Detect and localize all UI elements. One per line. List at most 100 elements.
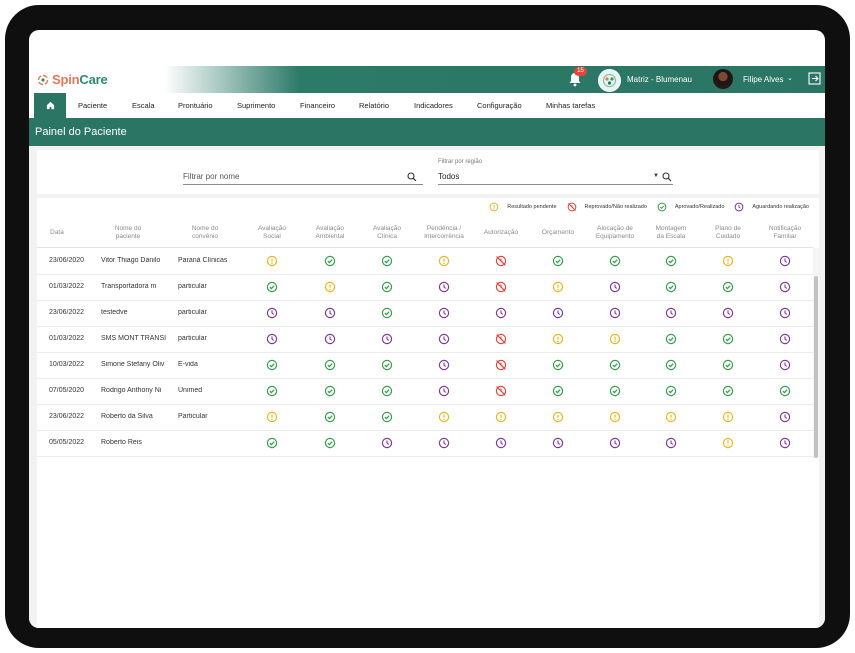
table-row[interactable]: 05/05/2022 Roberto Reis [37, 430, 813, 457]
check-circle-icon[interactable] [381, 358, 393, 371]
check-circle-icon[interactable] [381, 384, 393, 397]
nav-item-prontuário[interactable]: Prontuário [178, 101, 213, 110]
pending-alert-icon[interactable] [609, 332, 621, 345]
check-circle-icon[interactable] [552, 254, 564, 267]
clock-icon[interactable] [495, 306, 507, 319]
clock-icon[interactable] [665, 306, 677, 319]
column-header[interactable]: Alocação de Equipamento [595, 225, 635, 240]
nav-item-paciente[interactable]: Paciente [78, 101, 108, 110]
clock-icon[interactable] [438, 280, 450, 293]
table-row[interactable]: 23/06/2022 testedve particular [37, 300, 813, 327]
region-search-icon[interactable] [662, 172, 672, 182]
clock-icon[interactable] [438, 436, 450, 449]
check-circle-icon[interactable] [665, 254, 677, 267]
clock-icon[interactable] [779, 254, 791, 267]
check-circle-icon[interactable] [779, 384, 791, 397]
pending-alert-icon[interactable] [438, 254, 450, 267]
search-icon[interactable] [407, 172, 417, 182]
check-circle-icon[interactable] [609, 254, 621, 267]
clock-icon[interactable] [438, 306, 450, 319]
clock-icon[interactable] [609, 306, 621, 319]
check-circle-icon[interactable] [381, 410, 393, 423]
pending-alert-icon[interactable] [438, 410, 450, 423]
nav-item-minhas-tarefas[interactable]: Minhas tarefas [546, 101, 596, 110]
pending-alert-icon[interactable] [324, 280, 336, 293]
check-circle-icon[interactable] [324, 384, 336, 397]
column-header[interactable]: Avaliação Clínica [372, 225, 402, 240]
pending-alert-icon[interactable] [722, 254, 734, 267]
pending-alert-icon[interactable] [495, 410, 507, 423]
clock-icon[interactable] [266, 332, 278, 345]
table-row[interactable]: 01/03/2022 Transportadora m particular [37, 274, 813, 301]
filter-by-name-input[interactable]: Filtrar por nome [183, 170, 423, 185]
logout-icon[interactable] [808, 72, 821, 85]
table-row[interactable]: 23/06/2020 Vitor Thiago Danilo Paraná Clín… [37, 248, 813, 275]
check-circle-icon[interactable] [665, 358, 677, 371]
clock-crossed-icon[interactable] [495, 358, 507, 371]
clock-icon[interactable] [266, 306, 278, 319]
table-row[interactable]: 10/03/2022 Simone Stefany Oliv E-vida [37, 352, 813, 379]
column-header[interactable]: Nome do convênio [191, 225, 219, 240]
check-circle-icon[interactable] [266, 384, 278, 397]
scrollbar-thumb[interactable] [814, 276, 818, 458]
column-header[interactable]: Avaliação Social [257, 225, 287, 240]
column-header[interactable]: Autorização [483, 229, 519, 236]
clock-crossed-icon[interactable] [495, 254, 507, 267]
pending-alert-icon[interactable] [722, 410, 734, 423]
clock-icon[interactable] [552, 436, 564, 449]
check-circle-icon[interactable] [324, 358, 336, 371]
check-circle-icon[interactable] [552, 358, 564, 371]
nav-item-indicadores[interactable]: Indicadores [414, 101, 453, 110]
nav-item-financeiro[interactable]: Financeiro [300, 101, 336, 110]
spincare-logo[interactable]: Spin Care [37, 71, 108, 88]
column-header[interactable]: Notificação Familiar [768, 225, 802, 240]
table-row[interactable]: 01/03/2022 SMS MONT TRANSI particular [37, 326, 813, 353]
organization-name[interactable]: Matriz - Blumenau [627, 75, 692, 84]
clock-icon[interactable] [779, 358, 791, 371]
clock-icon[interactable] [324, 332, 336, 345]
clock-icon[interactable] [495, 436, 507, 449]
clock-icon[interactable] [722, 306, 734, 319]
column-header[interactable]: Avaliação Ambiental [315, 225, 345, 240]
nav-item-relatório[interactable]: Relatório [359, 101, 390, 110]
nav-home[interactable] [34, 93, 66, 118]
check-circle-icon[interactable] [381, 254, 393, 267]
clock-icon[interactable] [324, 306, 336, 319]
check-circle-icon[interactable] [665, 280, 677, 293]
clock-crossed-icon[interactable] [495, 332, 507, 345]
pending-alert-icon[interactable] [552, 332, 564, 345]
column-header[interactable]: Montagem da Escala [655, 225, 687, 240]
pending-alert-icon[interactable] [665, 410, 677, 423]
clock-crossed-icon[interactable] [495, 384, 507, 397]
pending-alert-icon[interactable] [722, 436, 734, 449]
clock-icon[interactable] [438, 332, 450, 345]
nav-item-escala[interactable]: Escala [132, 101, 155, 110]
check-circle-icon[interactable] [266, 436, 278, 449]
clock-icon[interactable] [609, 436, 621, 449]
check-circle-icon[interactable] [665, 384, 677, 397]
pending-alert-icon[interactable] [266, 254, 278, 267]
column-header[interactable]: Plano de Cuidado [715, 225, 741, 240]
check-circle-icon[interactable] [722, 358, 734, 371]
clock-icon[interactable] [779, 436, 791, 449]
clock-icon[interactable] [779, 280, 791, 293]
column-header[interactable]: Nome do paciente [114, 225, 142, 240]
pending-alert-icon[interactable] [552, 410, 564, 423]
check-circle-icon[interactable] [722, 280, 734, 293]
nav-item-suprimento[interactable]: Suprimento [237, 101, 276, 110]
clock-icon[interactable] [552, 306, 564, 319]
check-circle-icon[interactable] [324, 436, 336, 449]
clock-icon[interactable] [381, 332, 393, 345]
pending-alert-icon[interactable] [552, 280, 564, 293]
pending-alert-icon[interactable] [609, 410, 621, 423]
chevron-down-icon[interactable]: ⌄ [787, 75, 793, 82]
clock-icon[interactable] [438, 384, 450, 397]
user-name[interactable]: Filipe Alves [743, 75, 784, 84]
dropdown-caret-icon[interactable]: ▼ [653, 173, 659, 179]
check-circle-icon[interactable] [324, 410, 336, 423]
column-header[interactable]: Pendência / Intercorrência [424, 225, 464, 240]
clock-icon[interactable] [438, 358, 450, 371]
clock-icon[interactable] [381, 436, 393, 449]
user-avatar[interactable] [713, 69, 733, 89]
clock-icon[interactable] [779, 306, 791, 319]
